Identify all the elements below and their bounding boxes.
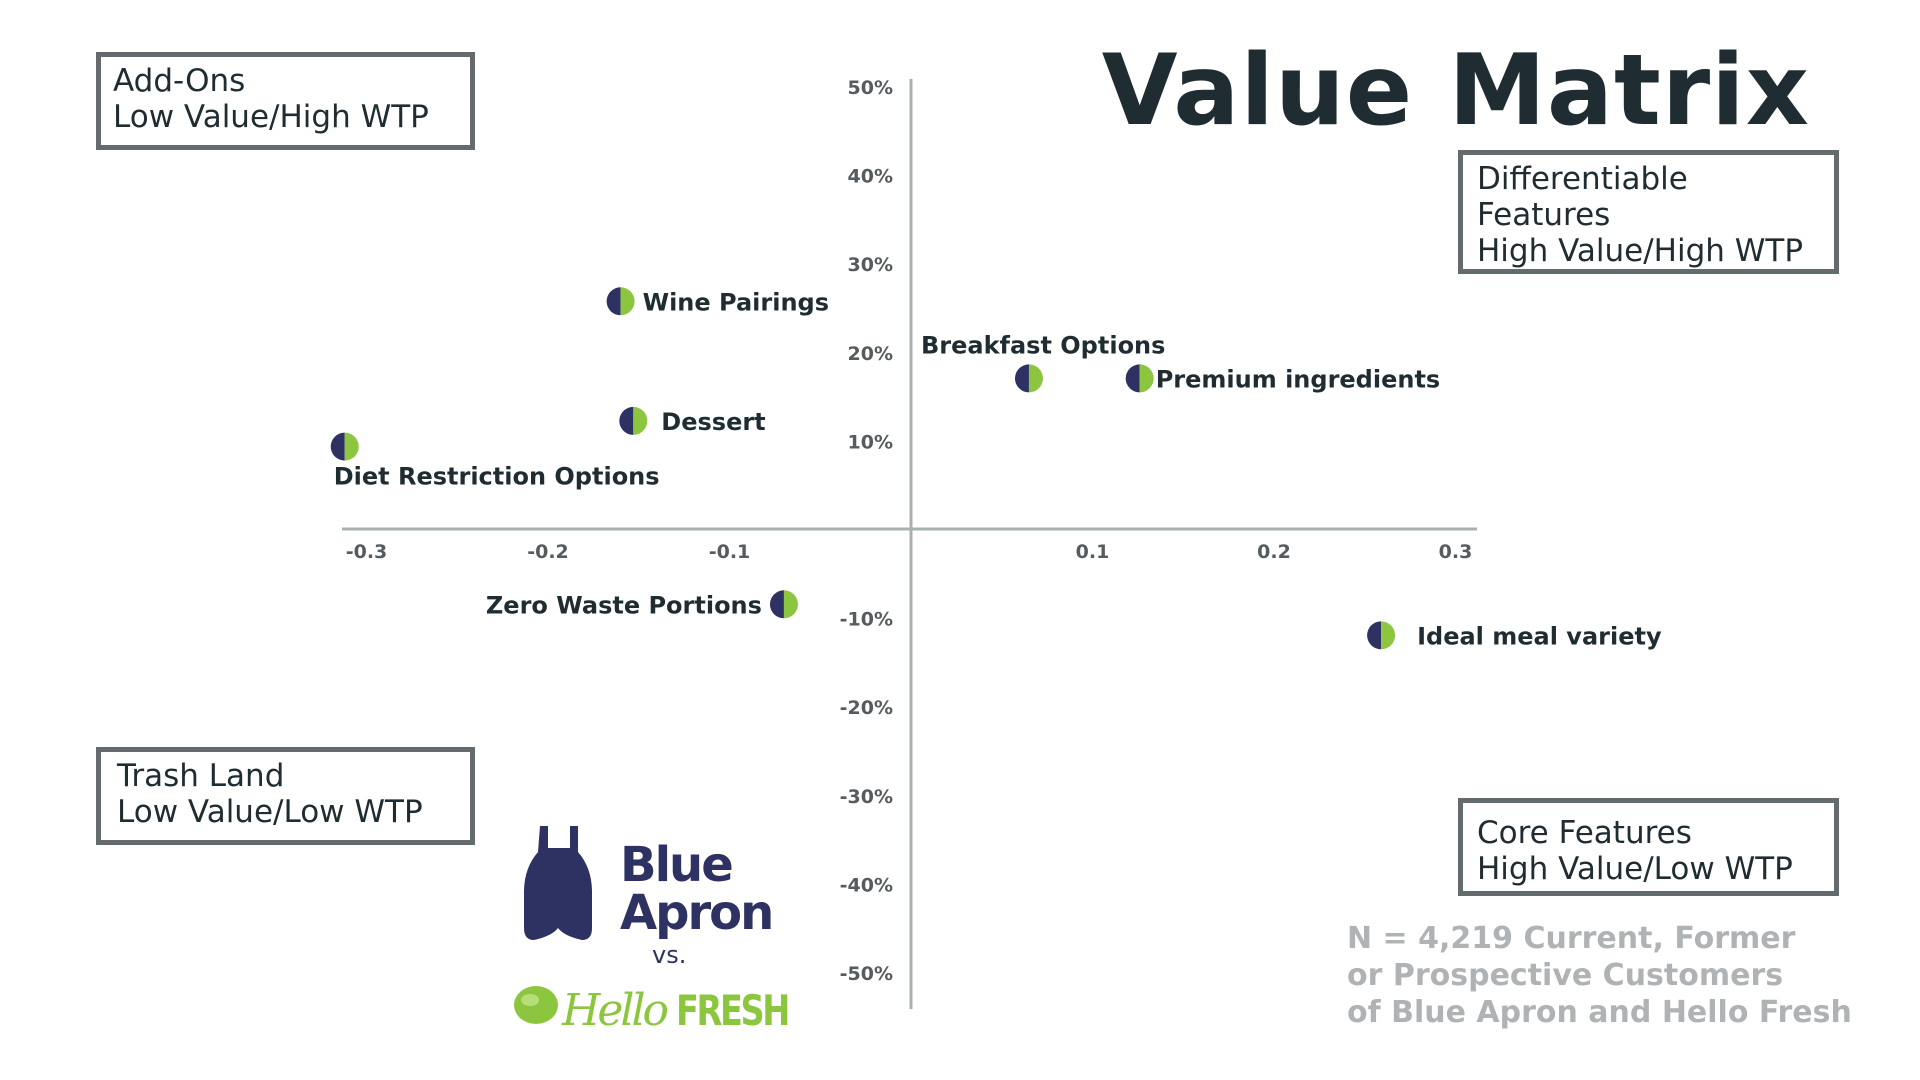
hellofresh-lime-icon [514, 986, 558, 1024]
quadrant-title: Differentiable [1477, 161, 1688, 197]
point-marker-right-half [1139, 364, 1154, 393]
quadrant-title: Core Features [1477, 815, 1692, 851]
point-marker-right-half [1028, 364, 1043, 393]
quadrant-box-trash-land: Trash Land Low Value/Low WTP [96, 747, 475, 845]
point-marker-right-half [633, 406, 648, 435]
point-label: Diet Restriction Options [334, 463, 660, 491]
blue-apron-logo-text: Blue [620, 837, 732, 893]
hellofresh-lime-highlight [521, 994, 539, 1006]
sample-size-note: N = 4,219 Current, Former or Prospective… [1347, 920, 1852, 1031]
point-marker-left-half [330, 432, 345, 461]
point-label: Dessert [661, 408, 765, 436]
point-marker-right-half [344, 432, 359, 461]
y-tick-label: 50% [848, 77, 893, 99]
x-tick-label: 0.2 [1257, 541, 1291, 563]
point-label: Zero Waste Portions [486, 591, 762, 619]
point-label: Breakfast Options [921, 331, 1165, 359]
quadrant-subtitle: Low Value/Low WTP [117, 794, 423, 830]
point-marker-right-half [1381, 621, 1396, 650]
x-tick-label: 0.1 [1076, 541, 1110, 563]
y-tick-label: -20% [840, 697, 893, 719]
note-line: N = 4,219 Current, Former [1347, 921, 1796, 956]
y-tick-label: 40% [848, 166, 893, 188]
y-tick-label: 20% [848, 343, 893, 365]
vs-label: vs. [652, 941, 686, 969]
x-tick-label: -0.1 [709, 541, 751, 563]
y-tick-label: -30% [840, 786, 893, 808]
blue-apron-apron-icon [524, 826, 592, 940]
y-tick-label: 30% [848, 254, 893, 276]
quadrant-subtitle: High Value/High WTP [1477, 233, 1804, 269]
quadrant-box-add-ons: Add-Ons Low Value/High WTP [96, 52, 475, 150]
page-title: Value Matrix [1101, 34, 1810, 148]
x-tick-label: -0.3 [346, 541, 388, 563]
y-tick-label: -40% [840, 874, 893, 896]
point-marker-left-half [1125, 364, 1140, 393]
hellofresh-logo-text: FRESH [676, 986, 788, 1035]
point-label: Premium ingredients [1156, 365, 1441, 393]
note-line: of Blue Apron and Hello Fresh [1347, 995, 1852, 1030]
point-marker-right-half [783, 590, 798, 619]
quadrant-subtitle: High Value/Low WTP [1477, 851, 1793, 887]
point-label: Wine Pairings [643, 288, 829, 316]
brand-logos: Blue Apron vs. Hello FRESH [514, 826, 791, 1036]
y-tick-label: -10% [840, 609, 893, 631]
hellofresh-logo-text: Hello [561, 985, 668, 1036]
y-tick-label: 10% [848, 431, 893, 453]
quadrant-title-line2: Features [1477, 197, 1611, 233]
point-marker-left-half [769, 590, 784, 619]
x-tick-label: -0.2 [527, 541, 569, 563]
point-label: Ideal meal variety [1417, 622, 1662, 650]
point-marker-left-half [1367, 621, 1382, 650]
x-tick-label: 0.3 [1439, 541, 1473, 563]
note-line: or Prospective Customers [1347, 958, 1784, 993]
quadrant-box-differentiable: Differentiable Features High Value/High … [1458, 150, 1839, 274]
blue-apron-logo-text: Apron [620, 885, 772, 941]
quadrant-box-core-features: Core Features High Value/Low WTP [1458, 798, 1839, 896]
y-tick-label: -50% [840, 963, 893, 985]
quadrant-title: Trash Land [117, 758, 285, 794]
point-marker-left-half [606, 287, 621, 316]
point-marker-left-half [1014, 364, 1029, 393]
quadrant-subtitle: Low Value/High WTP [113, 99, 429, 135]
quadrant-title: Add-Ons [113, 63, 246, 99]
point-marker-left-half [619, 406, 634, 435]
point-marker-right-half [620, 287, 635, 316]
